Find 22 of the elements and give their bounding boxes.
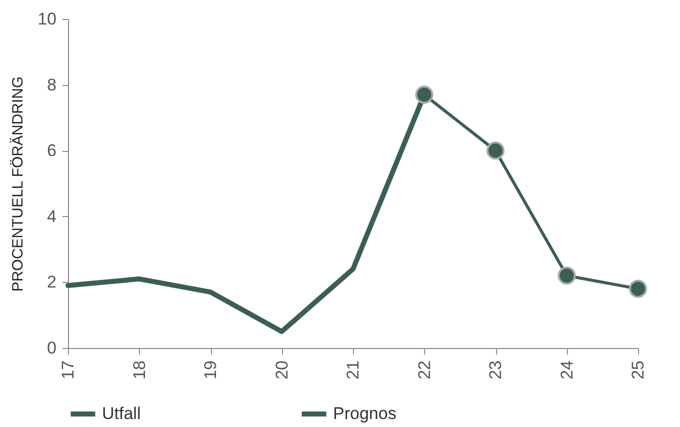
point [558, 266, 576, 285]
x-tick-label: 21 [344, 360, 362, 380]
x-tick-label: 18 [130, 360, 149, 380]
x-tick-label: 20 [272, 360, 292, 380]
y-tick-label: 6 [47, 141, 56, 160]
x-tick-label: 23 [486, 360, 505, 380]
point [628, 280, 648, 298]
x-tick-label: 22 [414, 360, 434, 380]
point [486, 142, 505, 160]
x-tick-label: 25 [628, 360, 648, 380]
x-tick-label: 19 [201, 360, 220, 380]
x-tick-label: 24 [557, 360, 576, 380]
point [415, 86, 434, 104]
x-tick-label: 17 [58, 360, 78, 380]
y-tick-label: 2 [47, 272, 56, 292]
y-tick-label: 0 [47, 338, 56, 358]
y-tick-label: 4 [47, 206, 56, 226]
y-axis-title: PROCENTUELL FÖRÄNDRING [10, 76, 27, 292]
legend-label: Prognos [333, 404, 396, 423]
y-tick-label: 8 [47, 75, 56, 94]
y-tick-label: 10 [38, 10, 56, 28]
legend-label: Utfall [102, 404, 141, 423]
